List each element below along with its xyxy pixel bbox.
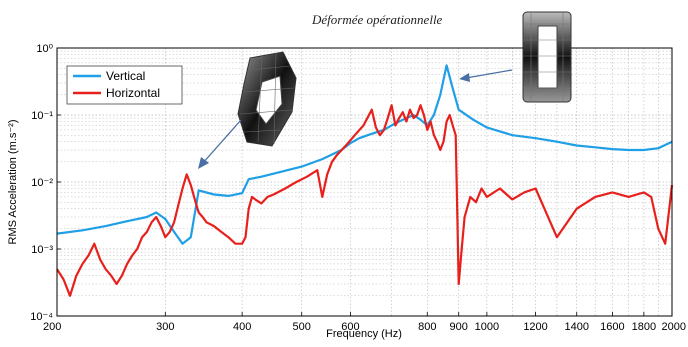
x-tick-label: 1800	[632, 321, 656, 333]
arrow-to-850hz-peak	[459, 69, 513, 82]
y-tick-labels: 10⁻⁴ 10⁻³ 10⁻² 10⁻¹ 10⁰	[30, 43, 61, 323]
x-tick-label: 1600	[600, 321, 624, 333]
mode-shape-image-850hz	[522, 11, 572, 103]
legend-label-vertical: Vertical	[106, 69, 145, 83]
arrow-to-330hz-peak	[198, 119, 242, 169]
x-tick-label: 500	[293, 321, 311, 333]
x-tick-label: 1400	[564, 321, 588, 333]
x-axis-label: Frequency (Hz)	[326, 328, 402, 340]
y-tick-label: 10⁰	[36, 43, 53, 55]
series-layer	[56, 64, 674, 297]
x-tick-label: 2000	[662, 321, 686, 333]
legend-box	[66, 65, 183, 105]
y-axis-label: RMS Acceleration (m.s⁻²)	[7, 120, 19, 245]
x-tick-label: 200	[43, 321, 61, 333]
y-tick-label: 10⁻¹	[31, 110, 53, 122]
annotation-title: Déformée opérationnelle	[311, 12, 443, 27]
x-tick-label: 600	[341, 321, 359, 333]
x-tick-labels: 200 300 400 500 600 800 900 1000 1200 1400 1600 180…	[43, 312, 686, 333]
legend-label-horizontal: Horizontal	[106, 86, 160, 100]
mode-shape-image-330hz	[237, 51, 297, 147]
x-tick-label: 400	[233, 321, 251, 333]
x-tick-label: 800	[418, 321, 436, 333]
x-tick-label: 1200	[523, 321, 547, 333]
legend: Vertical Horizontal	[66, 65, 183, 105]
x-tick-label: 900	[450, 321, 468, 333]
series-line-horizontal	[56, 104, 674, 297]
y-tick-label: 10⁻²	[31, 177, 53, 189]
y-tick-label: 10⁻⁴	[30, 311, 53, 323]
x-tick-label: 1000	[475, 321, 499, 333]
series-line-vertical	[56, 64, 673, 245]
x-tick-label: 300	[156, 321, 174, 333]
y-tick-label: 10⁻³	[31, 244, 53, 256]
